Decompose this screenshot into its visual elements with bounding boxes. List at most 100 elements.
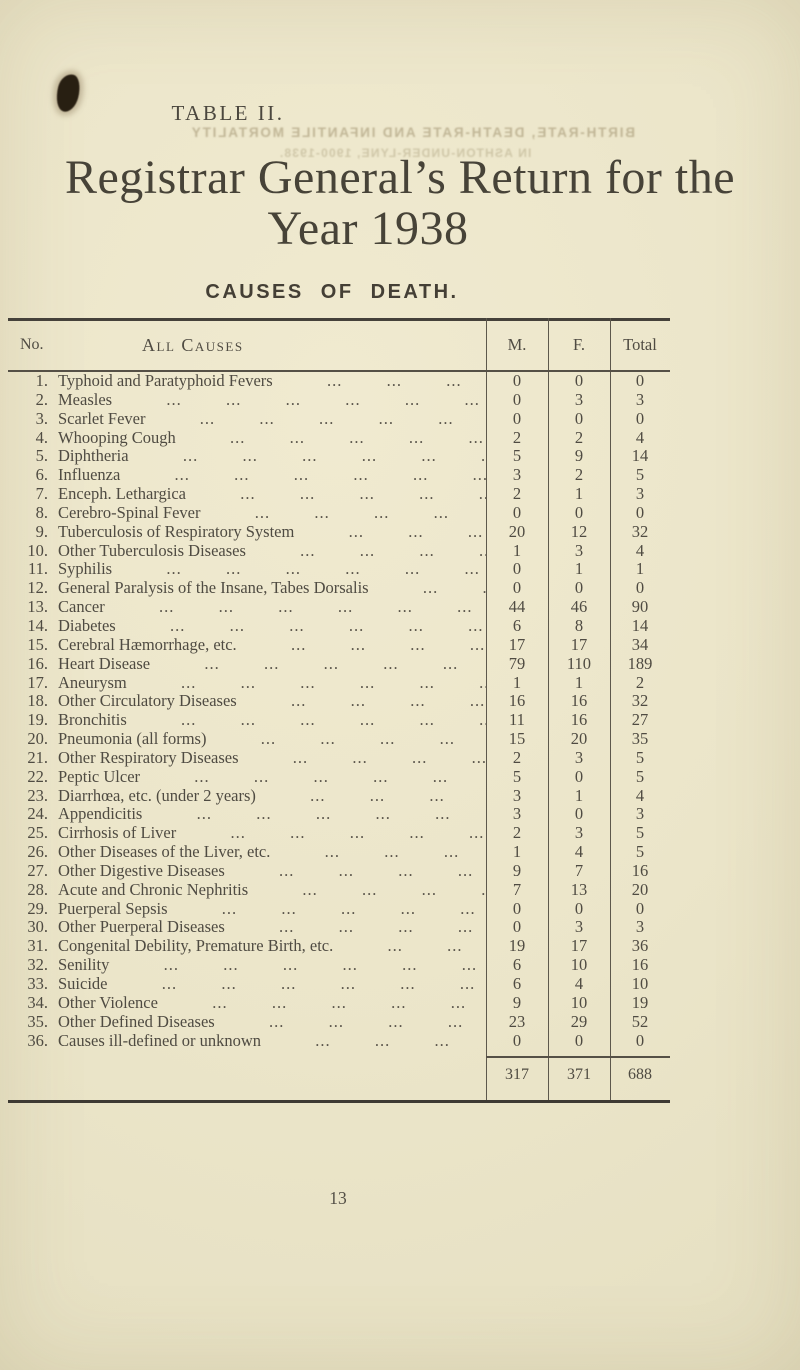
- row-number: 22.: [27, 766, 48, 786]
- row-total: 5: [635, 842, 645, 862]
- leader-dots: ... ... ... ... ... ... ... ... ... ... …: [290, 692, 486, 711]
- table-row: 36. Causes ill-defined or unknown ... ...…: [8, 1030, 670, 1051]
- row-cause: Other Circulatory Diseases: [58, 692, 237, 711]
- row-number: 34.: [27, 992, 48, 1012]
- table-row: 27. Other Digestive Diseases ... ... ... …: [8, 860, 670, 881]
- row-female: 3: [574, 747, 584, 767]
- table-row: 5.Diphtheria ... ... ... ... ... ... ...…: [8, 447, 670, 466]
- row-male: 1: [512, 842, 522, 862]
- row-male: 3: [512, 465, 522, 485]
- row-total: 14: [631, 446, 649, 466]
- table-row: 22.Peptic Ulcer ... ... ... ... ... ... …: [8, 766, 670, 787]
- row-total: 0: [635, 1030, 645, 1050]
- row-cause: Other Defined Diseases: [58, 1012, 215, 1031]
- page-title-line1: Registrar General’s Return for the: [64, 151, 736, 204]
- row-male: 9: [512, 860, 522, 880]
- table-row: 7.Enceph. Lethargica ... ... ... ... ...…: [8, 484, 670, 504]
- row-cause-cell: Cerebro-Spinal Fever ... ... ... ... ...…: [52, 504, 486, 523]
- row-cause: Influenza: [58, 466, 121, 485]
- row-cause-cell: Suicide ... ... ... ... ... ... ... ... …: [52, 975, 486, 994]
- row-cause: Other Digestive Diseases: [58, 861, 225, 880]
- row-total: 34: [631, 634, 649, 654]
- row-female: 3: [574, 389, 584, 409]
- row-female: 29: [570, 1011, 588, 1031]
- row-total: 0: [635, 898, 645, 918]
- row-female: 0: [574, 1030, 584, 1050]
- row-number: 18.: [27, 691, 48, 711]
- row-male: 2: [512, 747, 522, 767]
- col-header-total: Total: [623, 335, 657, 354]
- row-male: 6: [512, 974, 522, 993]
- row-cause: Other Diseases of the Liver, etc.: [58, 843, 271, 862]
- row-total: 3: [635, 484, 645, 504]
- row-cause: Scarlet Fever: [58, 409, 146, 428]
- row-cause: Cancer: [58, 598, 105, 617]
- row-cause: Syphilis: [58, 560, 113, 579]
- leader-dots: ... ... ... ... ... ... ... ... ... ... …: [174, 466, 486, 485]
- row-male: 1: [512, 672, 522, 692]
- leader-dots: ... ... ... ... ... ... ... ... ... ... …: [279, 861, 486, 880]
- row-cause-cell: Tuberculosis of Respiratory System ... .…: [52, 523, 486, 542]
- row-number: 17.: [27, 672, 48, 692]
- row-cause: Appendicitis: [58, 805, 143, 824]
- leader-dots: ... ... ... ... ... ... ... ... ... ... …: [302, 880, 486, 899]
- table-row: 33.Suicide ... ... ... ... ... ... ... .…: [8, 974, 670, 994]
- row-female: 4: [574, 974, 584, 993]
- row-number: 35.: [27, 1011, 48, 1031]
- row-number: 15.: [27, 634, 48, 654]
- row-cause-cell: Syphilis ... ... ... ... ... ... ... ...…: [52, 560, 486, 579]
- table-header-row: No. All Causes M. F. Total: [8, 320, 670, 370]
- row-male: 44: [508, 597, 526, 617]
- row-total: 189: [627, 653, 653, 673]
- table-row: 14.Diabetes ... ... ... ... ... ... ... …: [8, 615, 670, 636]
- table-row: 4.Whooping Cough ... ... ... ... ... ...…: [8, 427, 670, 448]
- row-total: 4: [635, 427, 645, 447]
- row-cause: Other Respiratory Diseases: [58, 748, 239, 767]
- table-row: 1. Typhoid and Paratyphoid Fevers ... ...…: [8, 371, 670, 391]
- leader-dots: ... ... ... ... ... ... ... ... ... ... …: [300, 541, 486, 560]
- row-male: 5: [512, 446, 522, 466]
- row-total: 52: [631, 1011, 649, 1031]
- row-number: 4.: [35, 427, 48, 447]
- row-female: 0: [574, 804, 584, 824]
- table-row: 23. Diarrhœa, etc. (under 2 years) ... ..…: [8, 785, 670, 806]
- table-row: 21. Other Respiratory Diseases ... ... ..…: [8, 747, 670, 768]
- row-cause-cell: General Paralysis of the Insane, Tabes D…: [52, 579, 486, 598]
- leader-dots: ... ... ... ... ... ... ... ... ... ... …: [230, 428, 486, 447]
- leader-dots: ... ... ... ... ... ... ... ... ... ... …: [422, 579, 486, 598]
- leader-dots: ... ... ... ... ... ... ... ... ... ... …: [221, 899, 486, 918]
- row-male: 16: [508, 691, 526, 711]
- row-total: 14: [631, 615, 649, 635]
- row-female: 0: [574, 502, 584, 522]
- row-number: 3.: [35, 408, 48, 428]
- row-cause: Congenital Debility, Premature Birth, et…: [58, 937, 334, 956]
- row-female: 0: [574, 408, 584, 428]
- table-row: 15. Cerebral Hæmorrhage, etc. ... ... ...…: [8, 634, 670, 655]
- row-cause-cell: Influenza ... ... ... ... ... ... ... ..…: [52, 466, 486, 485]
- row-male: 6: [512, 955, 522, 975]
- row-total: 16: [631, 955, 649, 975]
- row-number: 25.: [27, 823, 48, 843]
- row-male: 79: [508, 653, 526, 673]
- row-cause-cell: Heart Disease ... ... ... ... ... ... ..…: [52, 655, 486, 674]
- row-number: 29.: [27, 898, 48, 918]
- row-female: 13: [570, 879, 588, 899]
- leader-dots: ... ... ... ... ... ... ... ... ... ... …: [212, 993, 486, 1012]
- leader-dots: ... ... ... ... ... ... ... ... ... ... …: [161, 975, 486, 993]
- row-number: 9.: [35, 521, 48, 541]
- table-row: 17.Aneurysm ... ... ... ... ... ... ... …: [8, 672, 670, 693]
- row-male: 1: [512, 540, 522, 560]
- row-male: 2: [512, 427, 522, 447]
- row-cause: Diarrhœa, etc. (under 2 years): [58, 786, 256, 805]
- row-male: 0: [512, 371, 522, 390]
- leader-dots: ... ... ... ... ... ... ... ... ... ... …: [254, 503, 486, 522]
- leader-dots: ... ... ... ... ... ... ... ... ... ... …: [194, 767, 486, 786]
- row-number: 1.: [35, 371, 48, 390]
- row-total: 0: [635, 408, 645, 428]
- row-cause: Senility: [58, 956, 110, 975]
- row-total: 4: [635, 785, 645, 805]
- table-row: 25. Cirrhosis of Liver ... ... ... ... ..…: [8, 823, 670, 843]
- table-row: 30. Other Puerperal Diseases ... ... ... …: [8, 918, 670, 937]
- leader-dots: ... ... ... ... ... ... ... ... ... ... …: [163, 956, 486, 975]
- leader-dots: ... ... ... ... ... ... ... ... ... ... …: [315, 1031, 486, 1050]
